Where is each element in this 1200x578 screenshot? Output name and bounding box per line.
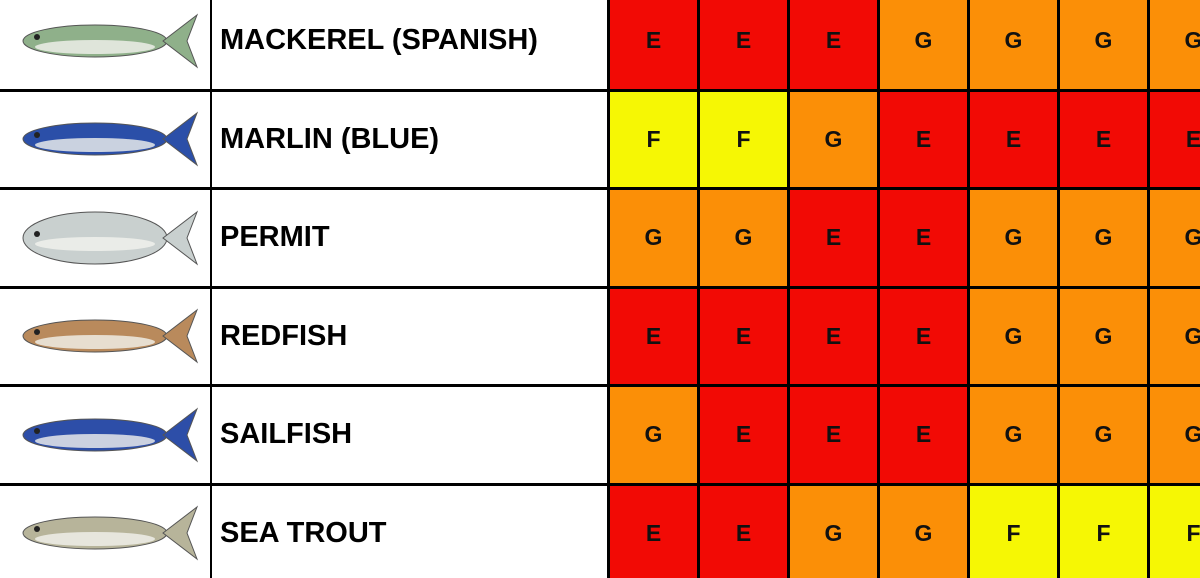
rating-cell: E [700,387,787,483]
fish-image [0,288,210,384]
rating-cell: G [610,190,697,286]
fish-illustration [22,210,199,266]
rating-cell: G [1060,288,1147,384]
rating-cell: G [970,190,1057,286]
rating-cell: G [1150,190,1200,286]
fish-illustration [22,407,199,463]
rating-cell: E [700,288,787,384]
rating-cell: G [1060,387,1147,483]
fish-image [0,190,210,286]
rating-cell: E [790,190,877,286]
rating-cell: E [700,485,787,578]
fish-illustration [22,111,199,167]
rating-cell: E [790,387,877,483]
fish-name: MACKEREL (SPANISH) [212,0,607,89]
rating-cell: G [970,0,1057,89]
fish-name: MARLIN (BLUE) [212,91,607,187]
rating-cell: E [610,485,697,578]
fish-illustration [22,308,199,364]
fish-name: SAILFISH [212,387,607,483]
rating-cell: E [880,288,967,384]
rating-cell: G [1150,0,1200,89]
fish-name: SEA TROUT [212,485,607,578]
rating-cell: F [610,91,697,187]
rating-cell: E [880,91,967,187]
rating-cell: E [700,0,787,89]
rating-cell: G [610,387,697,483]
rating-cell: G [790,485,877,578]
rating-cell: G [1060,0,1147,89]
rating-cell: F [970,485,1057,578]
rating-cell: F [1150,485,1200,578]
rating-cell: E [790,288,877,384]
rating-cell: G [880,0,967,89]
fish-image [0,485,210,578]
fish-name: REDFISH [212,288,607,384]
rating-cell: G [790,91,877,187]
fish-illustration [22,505,199,561]
rating-cell: E [880,190,967,286]
rating-cell: E [1150,91,1200,187]
fish-image [0,0,210,89]
rating-cell: G [970,387,1057,483]
rating-cell: G [880,485,967,578]
fish-name: PERMIT [212,190,607,286]
rating-cell: G [700,190,787,286]
rating-cell: G [970,288,1057,384]
fish-image [0,387,210,483]
rating-cell: E [610,0,697,89]
rating-cell: E [970,91,1057,187]
rating-cell: G [1150,387,1200,483]
fish-illustration [22,13,199,69]
rating-cell: E [610,288,697,384]
rating-cell: F [700,91,787,187]
rating-cell: E [1060,91,1147,187]
rating-cell: G [1150,288,1200,384]
rating-cell: E [880,387,967,483]
rating-cell: F [1060,485,1147,578]
fish-image [0,91,210,187]
rating-cell: G [1060,190,1147,286]
rating-cell: E [790,0,877,89]
